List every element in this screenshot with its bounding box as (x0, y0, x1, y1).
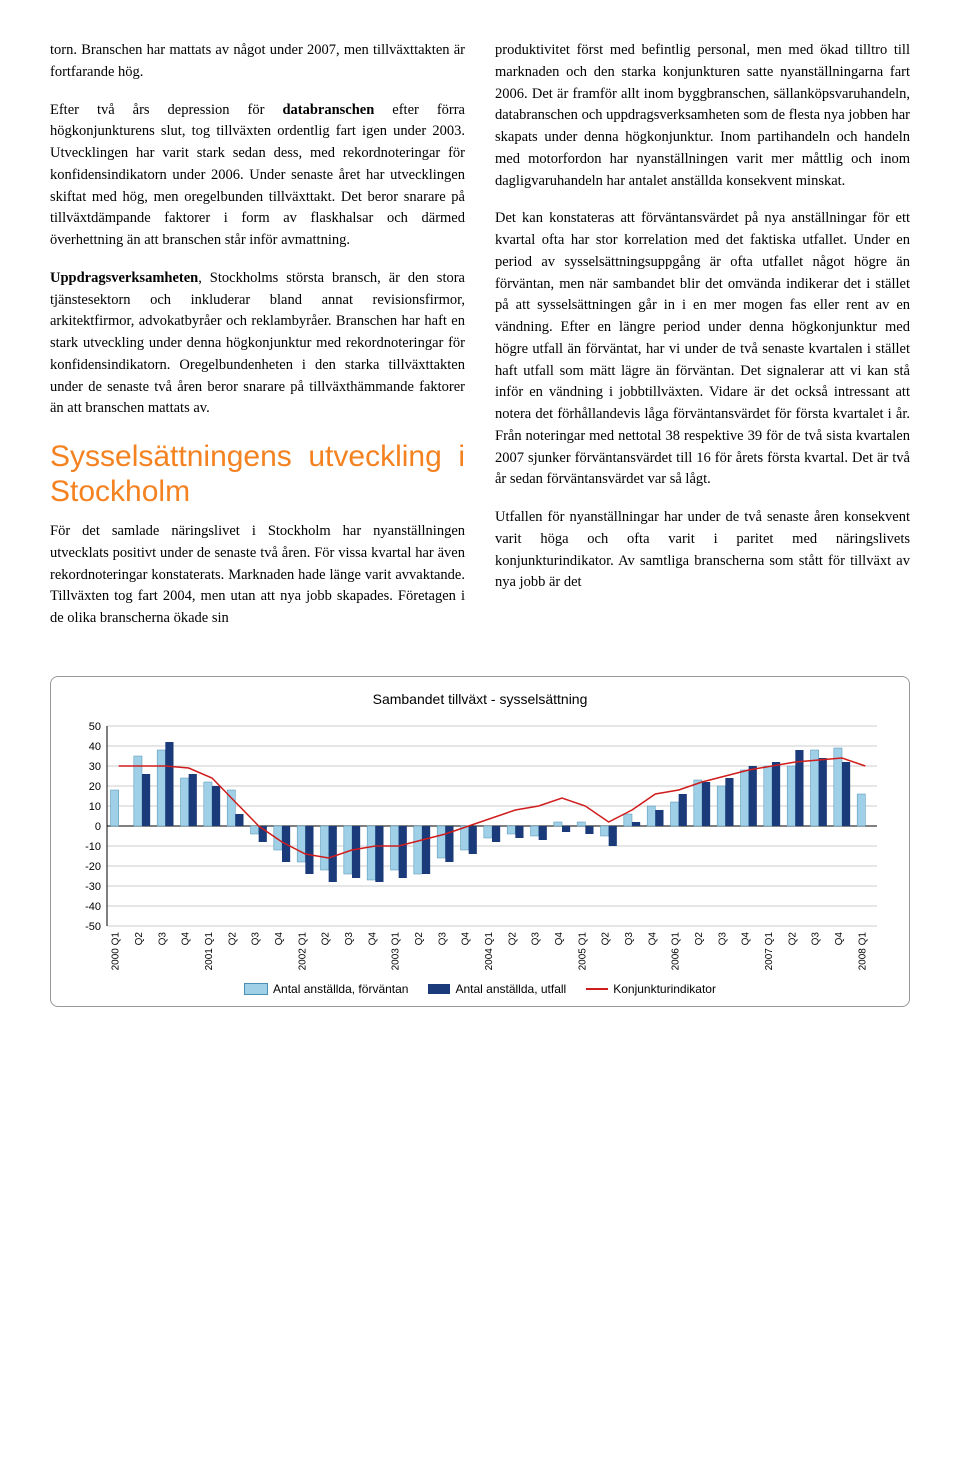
legend-label: Antal anställda, utfall (455, 980, 566, 998)
svg-text:2008 Q1: 2008 Q1 (857, 931, 868, 970)
svg-text:-40: -40 (85, 901, 101, 913)
svg-text:Q4: Q4 (741, 931, 752, 945)
svg-text:Q2: Q2 (321, 931, 332, 945)
svg-text:Q2: Q2 (787, 931, 798, 945)
svg-text:2001 Q1: 2001 Q1 (204, 931, 215, 970)
svg-text:-50: -50 (85, 921, 101, 933)
svg-text:Q3: Q3 (157, 931, 168, 945)
paragraph: För det samlade näringslivet i Stockholm… (50, 521, 465, 630)
svg-text:10: 10 (89, 801, 101, 813)
svg-text:50: 50 (89, 721, 101, 733)
legend-item-utfall: Antal anställda, utfall (428, 980, 566, 998)
svg-text:Q2: Q2 (694, 931, 705, 945)
svg-text:Q4: Q4 (647, 931, 658, 945)
paragraph: produktivitet först med befintlig person… (495, 40, 910, 192)
svg-text:-20: -20 (85, 861, 101, 873)
svg-text:2000 Q1: 2000 Q1 (111, 931, 122, 970)
svg-text:2007 Q1: 2007 Q1 (764, 931, 775, 970)
paragraph: Det kan konstateras att förväntansvärdet… (495, 208, 910, 491)
swatch-icon (244, 983, 268, 995)
paragraph: Utfallen för nyanställningar har under d… (495, 507, 910, 594)
bold-term: databranschen (282, 102, 374, 118)
legend-label: Antal anställda, förväntan (273, 980, 408, 998)
svg-text:Q2: Q2 (414, 931, 425, 945)
svg-text:Q4: Q4 (834, 931, 845, 945)
swatch-line-icon (586, 988, 608, 990)
svg-text:Q3: Q3 (531, 931, 542, 945)
svg-text:40: 40 (89, 741, 101, 753)
svg-text:30: 30 (89, 761, 101, 773)
section-heading: Sysselsättningens utveckling i Stockholm (50, 440, 465, 509)
svg-text:2005 Q1: 2005 Q1 (577, 931, 588, 970)
text-span: efter förra högkonjunkturens slut, tog t… (50, 102, 465, 249)
svg-text:Q3: Q3 (811, 931, 822, 945)
svg-text:Q2: Q2 (601, 931, 612, 945)
svg-text:Q4: Q4 (554, 931, 565, 945)
svg-text:Q4: Q4 (461, 931, 472, 945)
swatch-icon (428, 984, 450, 994)
svg-text:Q3: Q3 (437, 931, 448, 945)
svg-text:Q4: Q4 (181, 931, 192, 945)
left-column: torn. Branschen har mattats av något und… (50, 40, 465, 646)
chart-container: Sambandet tillväxt - sysselsättning -50-… (50, 676, 910, 1007)
svg-text:Q2: Q2 (134, 931, 145, 945)
legend-item-forvantan: Antal anställda, förväntan (244, 980, 408, 998)
svg-text:-10: -10 (85, 841, 101, 853)
text-columns: torn. Branschen har mattats av något und… (50, 40, 910, 646)
svg-text:2002 Q1: 2002 Q1 (297, 931, 308, 970)
chart-legend: Antal anställda, förväntan Antal anställ… (67, 980, 893, 998)
legend-item-indikator: Konjunkturindikator (586, 980, 716, 998)
bold-term: Uppdragsverksamheten (50, 270, 198, 286)
svg-text:-30: -30 (85, 881, 101, 893)
svg-text:0: 0 (95, 821, 101, 833)
right-column: produktivitet först med befintlig person… (495, 40, 910, 646)
svg-text:Q4: Q4 (367, 931, 378, 945)
svg-text:2004 Q1: 2004 Q1 (484, 931, 495, 970)
svg-text:2003 Q1: 2003 Q1 (391, 931, 402, 970)
svg-text:Q3: Q3 (344, 931, 355, 945)
text-span: Efter två års depression för (50, 102, 282, 118)
svg-text:Q2: Q2 (227, 931, 238, 945)
svg-text:Q3: Q3 (624, 931, 635, 945)
svg-text:2006 Q1: 2006 Q1 (671, 931, 682, 970)
paragraph: Uppdragsverksamheten, Stockholms största… (50, 268, 465, 420)
text-span: , Stockholms största bransch, är den sto… (50, 270, 465, 417)
chart-title: Sambandet tillväxt - sysselsättning (67, 689, 893, 710)
legend-label: Konjunkturindikator (613, 980, 716, 998)
svg-text:20: 20 (89, 781, 101, 793)
paragraph: Efter två års depression för databransch… (50, 100, 465, 252)
chart-svg: -50 -40 -30 -20 -10 0 10 20 30 40 50 2000 Q1 Q2 Q3 Q4 2… (67, 716, 887, 976)
svg-text:Q3: Q3 (717, 931, 728, 945)
svg-text:Q3: Q3 (251, 931, 262, 945)
svg-text:Q2: Q2 (507, 931, 518, 945)
svg-text:Q4: Q4 (274, 931, 285, 945)
paragraph: torn. Branschen har mattats av något und… (50, 40, 465, 84)
